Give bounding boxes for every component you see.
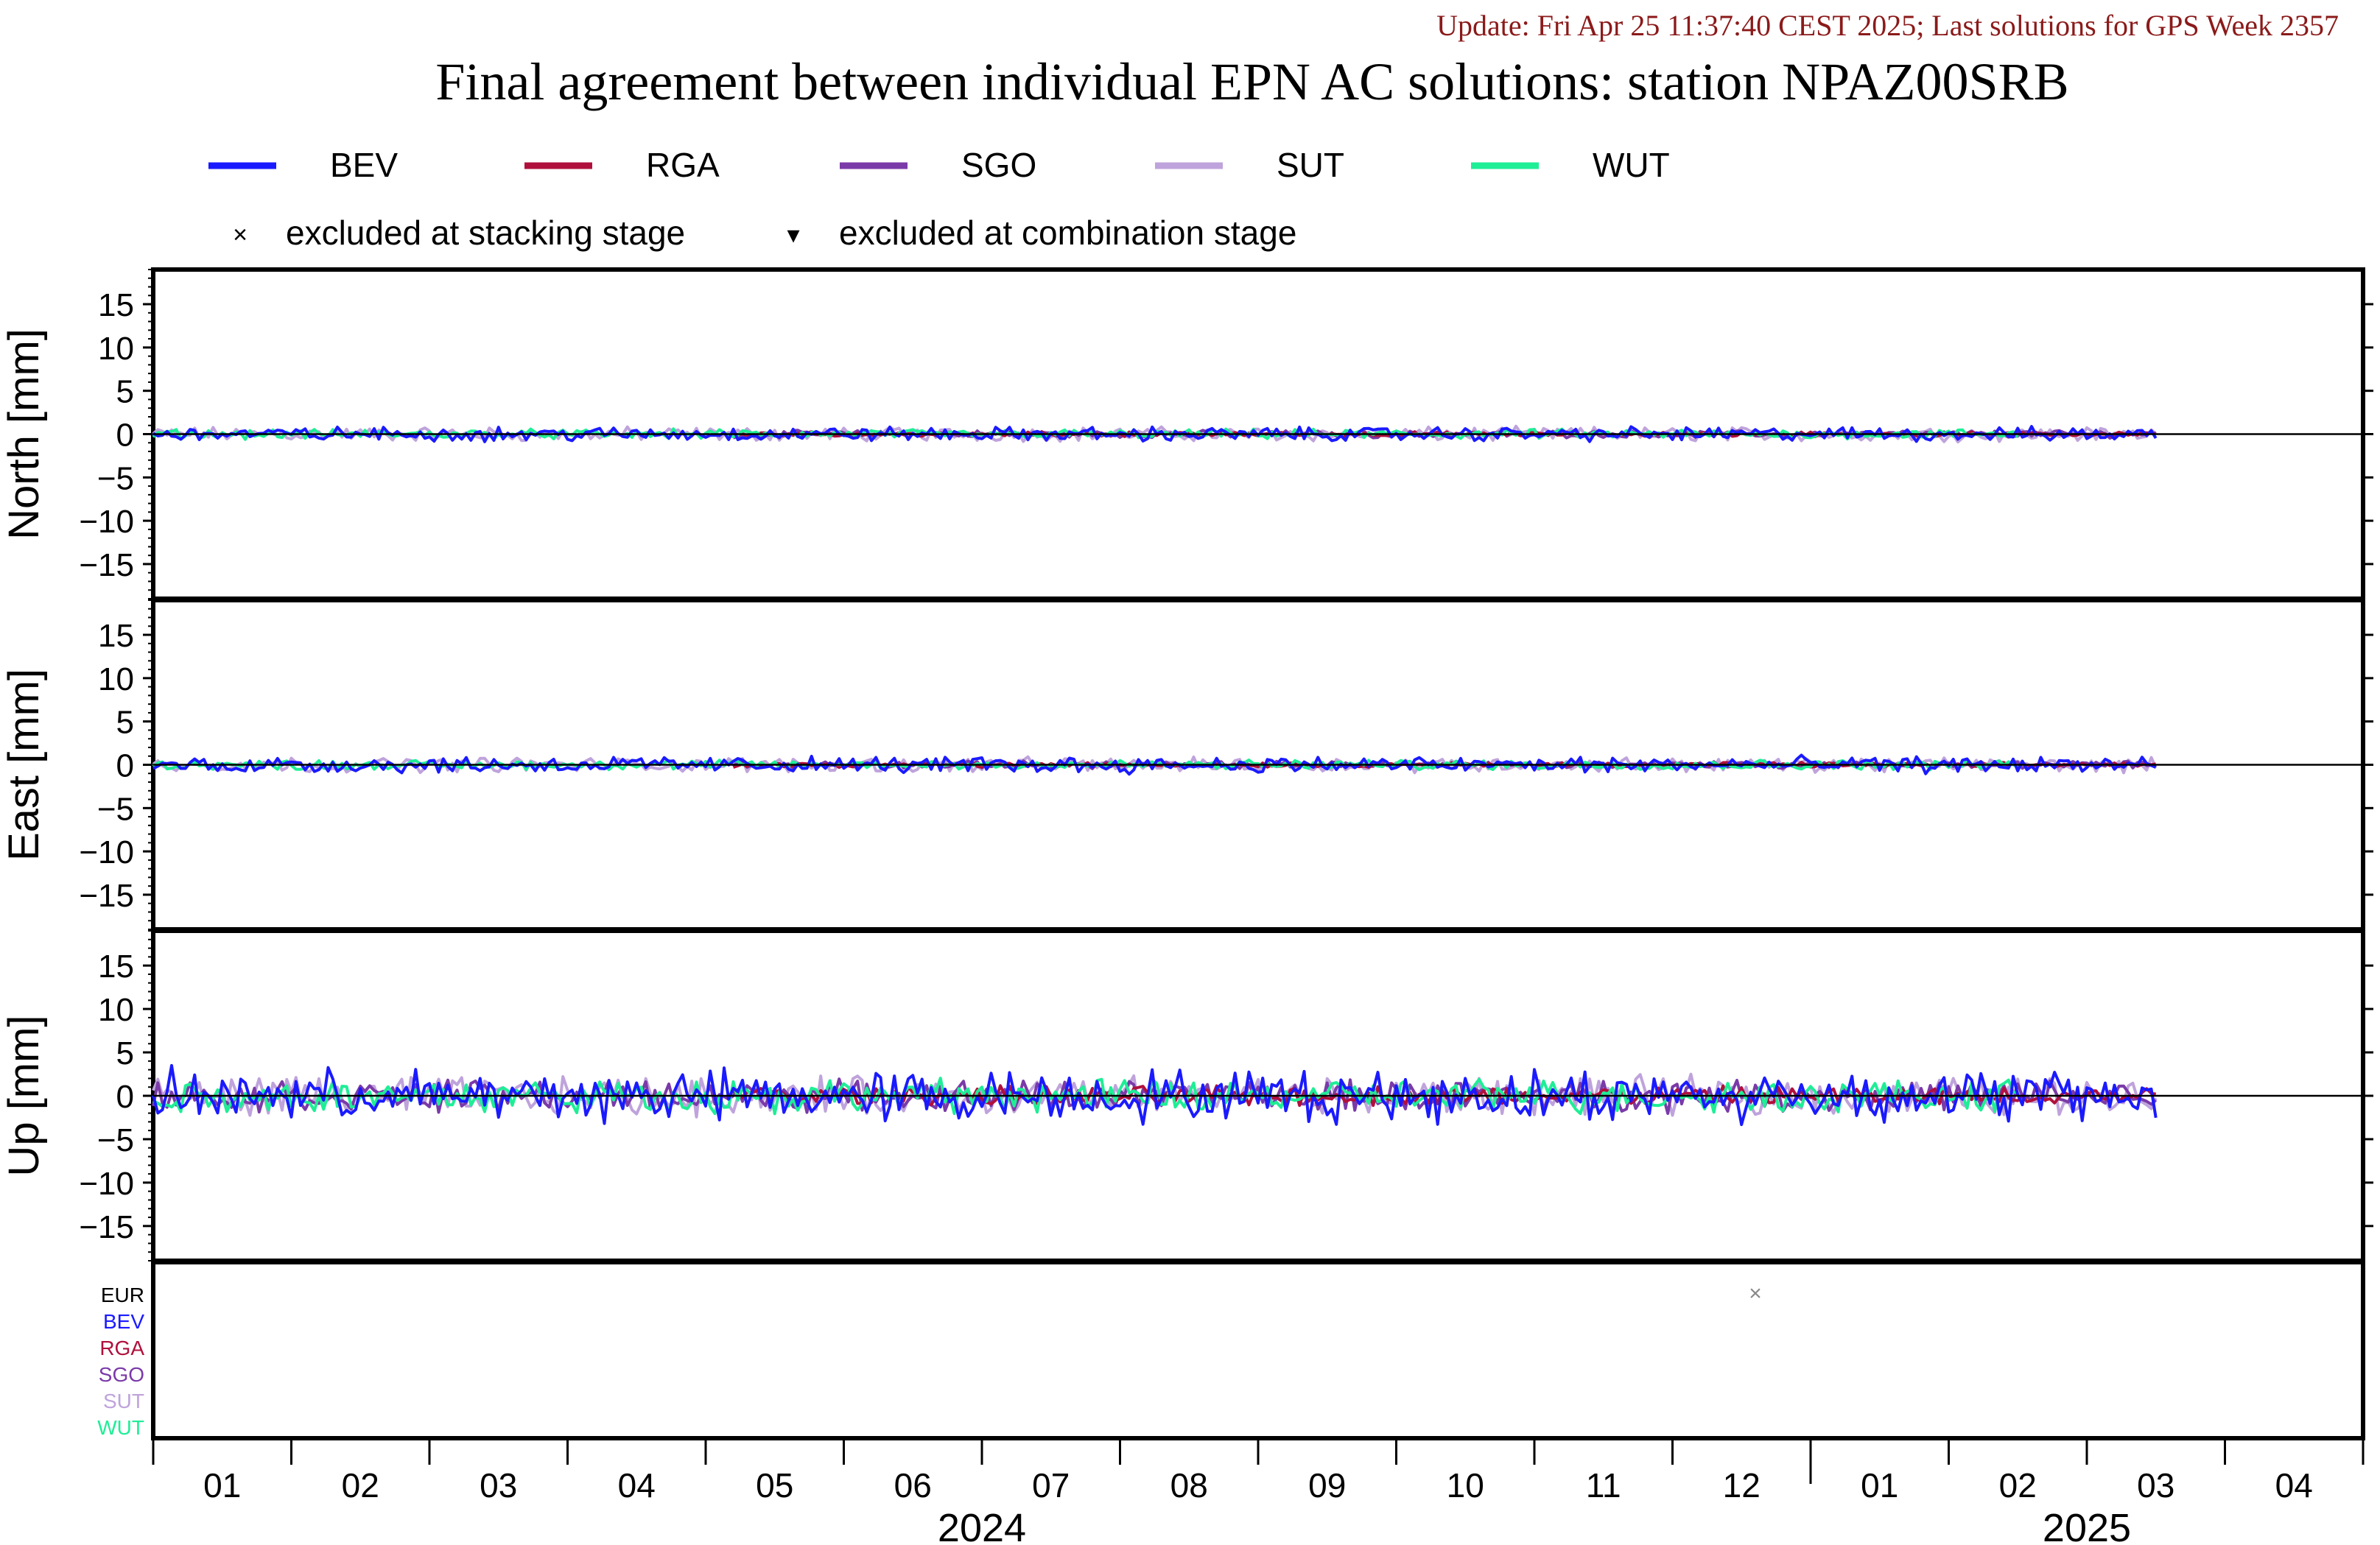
y-tick-label: 10 (98, 992, 134, 1028)
y-tick-label: 15 (98, 287, 134, 323)
legend-marker-symbol: × (233, 221, 248, 249)
y-tick-label: −5 (97, 1122, 134, 1158)
x-tick-label: 08 (1170, 1466, 1208, 1504)
y-axis-label: East [mm] (0, 669, 48, 861)
x-tick-label: 07 (1032, 1466, 1070, 1504)
panel-east: 15 10 5 0 −5 −10 −15 East [mm] (0, 598, 2373, 932)
exclusion-mark: × (1749, 1281, 1762, 1306)
x-tick-label: 03 (480, 1466, 517, 1504)
y-axis-label: North [mm] (0, 328, 48, 540)
x-tick-label: 06 (894, 1466, 932, 1504)
exclusion-row-label-rga: RGA (99, 1337, 144, 1359)
exclusion-panel: EUR BEV RGA SGO SUT WUT × (97, 1260, 2365, 1440)
exclusion-row-label-sgo: SGO (99, 1363, 144, 1386)
x-tick-label: 10 (1447, 1466, 1484, 1504)
y-tick-label: 5 (116, 374, 134, 410)
legend-marker-label: excluded at combination stage (839, 214, 1296, 252)
y-tick-label: −5 (97, 460, 134, 496)
legend-label-sgo: SGO (961, 146, 1036, 184)
legend-label-bev: BEV (330, 146, 398, 184)
x-tick-label: 01 (203, 1466, 241, 1504)
y-tick-label: 10 (98, 661, 134, 697)
exclusion-row-label-eur: EUR (101, 1284, 144, 1306)
y-tick-label: −5 (97, 791, 134, 827)
x-tick-label: 09 (1308, 1466, 1346, 1504)
x-tick-label: 04 (618, 1466, 656, 1504)
y-tick-label: 15 (98, 949, 134, 985)
legend-marker-label: excluded at stacking stage (286, 214, 685, 252)
y-tick-label: −15 (79, 1209, 134, 1245)
y-tick-label: 0 (116, 748, 134, 784)
panel-north: 15 10 5 0 −5 −10 −15 North [mm] (0, 267, 2373, 601)
y-tick-label: 0 (116, 1079, 134, 1115)
chart-title: Final agreement between individual EPN A… (435, 52, 2068, 111)
update-text: Update: Fri Apr 25 11:37:40 CEST 2025; L… (1436, 9, 2339, 42)
y-tick-label: 0 (116, 418, 134, 454)
legend-label-wut: WUT (1593, 146, 1670, 184)
x-tick-label: 02 (342, 1466, 379, 1504)
x-tick-label: 11 (1586, 1466, 1621, 1504)
legend-marker-symbol: ▾ (787, 221, 799, 249)
y-tick-label: −10 (79, 834, 134, 870)
y-tick-label: 5 (116, 705, 134, 741)
x-tick-label: 05 (756, 1466, 793, 1504)
panel-up: 15 10 5 0 −5 −10 −15 Up [mm] (0, 929, 2373, 1263)
y-tick-label: −10 (79, 504, 134, 540)
legend-label-sut: SUT (1277, 146, 1344, 184)
x-tick-label: 03 (2137, 1466, 2174, 1504)
exclusion-row-label-wut: WUT (97, 1416, 144, 1439)
y-tick-label: −15 (79, 547, 134, 583)
x-year-label: 2024 (938, 1506, 1026, 1545)
x-tick-label: 01 (1861, 1466, 1898, 1504)
series-line-bev (152, 1063, 2158, 1127)
legend: BEV RGA SGO SUT WUT × excluded at stacking sta… (208, 146, 1670, 252)
x-year-label: 2025 (2043, 1506, 2131, 1545)
exclusion-row-label-sut: SUT (103, 1390, 144, 1412)
y-tick-label: −10 (79, 1166, 134, 1202)
x-tick-label: 04 (2275, 1466, 2313, 1504)
x-tick-label: 12 (1723, 1466, 1761, 1504)
y-tick-label: 10 (98, 331, 134, 367)
y-tick-label: 5 (116, 1035, 134, 1071)
panels: 15 10 5 0 −5 −10 −15 North [mm] 15 10 5 0 −5 −10 −15 Ea… (0, 267, 2373, 1263)
y-axis-label: Up [mm] (0, 1015, 48, 1176)
y-tick-label: 15 (98, 618, 134, 654)
x-axis: 01 02 03 04 05 06 07 08 09 10 11 12 01 02 03 04 2024 2025 (152, 1438, 2365, 1545)
y-tick-label: −15 (79, 878, 134, 914)
exclusion-frame (151, 1260, 2365, 1440)
legend-label-rga: RGA (646, 146, 720, 184)
x-tick-label: 02 (1999, 1466, 2037, 1504)
exclusion-row-label-bev: BEV (103, 1310, 144, 1333)
